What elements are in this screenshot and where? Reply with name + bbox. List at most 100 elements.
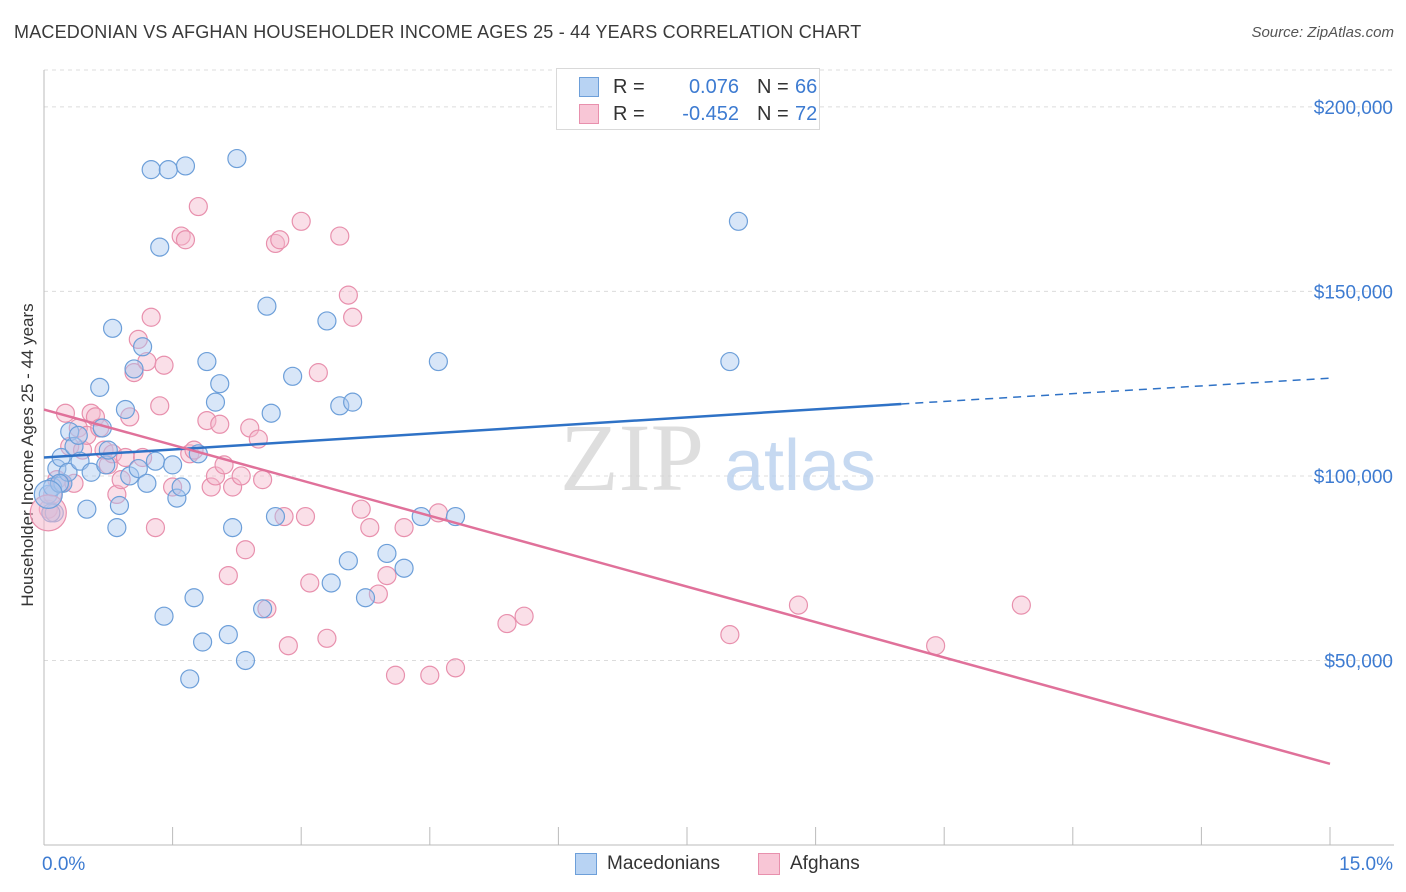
macedonian-point bbox=[377, 543, 397, 564]
y-axis-label: Householder Income Ages 25 - 44 years bbox=[18, 303, 37, 606]
macedonian-point bbox=[158, 160, 178, 180]
legend-r-label: R = bbox=[613, 76, 645, 98]
macedonian-point bbox=[68, 425, 88, 445]
macedonian-point bbox=[167, 488, 187, 508]
macedonian-point bbox=[720, 351, 740, 372]
macedonian-point bbox=[184, 588, 204, 608]
afghan-point bbox=[1011, 595, 1031, 615]
afghan-point bbox=[445, 658, 466, 678]
bottom-legend-label-afghans: Afghans bbox=[790, 853, 860, 874]
afghan-point bbox=[514, 606, 534, 626]
macedonian-point bbox=[102, 318, 123, 338]
macedonian-point bbox=[163, 455, 183, 475]
afghan-point bbox=[300, 573, 320, 593]
macedonian-point bbox=[132, 337, 153, 357]
macedonian-point bbox=[394, 558, 414, 578]
afghan-point bbox=[497, 613, 517, 634]
grid-lines bbox=[44, 69, 1394, 661]
trend-lines bbox=[43, 377, 1331, 766]
macedonian-point bbox=[128, 458, 148, 479]
correlation-legend: R = 0.076 N = 66 R = -0.452 N = 72 bbox=[556, 68, 820, 130]
afghan-point bbox=[175, 230, 196, 250]
bottom-legend-swatch-afghans bbox=[758, 853, 780, 875]
macedonian-point bbox=[107, 518, 127, 538]
macedonian-point bbox=[98, 440, 118, 460]
y-tick-label: $50,000 bbox=[1324, 651, 1393, 672]
macedonian-point bbox=[90, 377, 110, 397]
afghan-point bbox=[394, 518, 414, 538]
macedonian-point bbox=[197, 351, 217, 372]
legend-n-value: 66 bbox=[795, 76, 818, 98]
macedonian-point bbox=[257, 296, 277, 316]
macedonian-point bbox=[411, 506, 431, 527]
afghan-point bbox=[64, 473, 84, 493]
bottom-legend-label-macedonians: Macedonians bbox=[607, 853, 721, 874]
afghan-point bbox=[210, 414, 230, 434]
x-tick-label: 15.0% bbox=[1339, 854, 1393, 875]
afghan-point bbox=[253, 470, 273, 490]
afghan-point bbox=[188, 196, 208, 217]
afghan-point bbox=[308, 363, 328, 383]
afghan-point bbox=[218, 565, 238, 586]
x-tick-label: 0.0% bbox=[42, 854, 85, 875]
macedonian-point bbox=[223, 518, 243, 538]
legend-swatch-afghans bbox=[579, 104, 599, 124]
afghan-point bbox=[201, 477, 221, 497]
afghan-point bbox=[788, 595, 809, 615]
macedonian-point bbox=[355, 588, 376, 608]
macedonian-point bbox=[428, 351, 448, 372]
afghan-point bbox=[343, 307, 363, 327]
y-tick-labels: $50,000 $100,000 $150,000 $200,000 bbox=[1314, 98, 1393, 673]
macedonian-point bbox=[317, 311, 337, 331]
macedonian-point bbox=[253, 599, 273, 619]
chart-title: MACEDONIAN VS AFGHAN HOUSEHOLDER INCOME … bbox=[14, 22, 862, 42]
legend-n-label: N = bbox=[757, 76, 789, 98]
macedonian-point bbox=[180, 669, 200, 689]
macedonian-point bbox=[227, 148, 247, 169]
afghan-point bbox=[291, 211, 311, 231]
macedonian-point bbox=[205, 392, 226, 412]
afghan-point bbox=[132, 447, 153, 468]
macedonian-point bbox=[109, 495, 130, 516]
afghan-point bbox=[278, 636, 298, 656]
afghan-point bbox=[377, 565, 397, 586]
macedonian-point bbox=[193, 632, 213, 652]
y-tick-label: $100,000 bbox=[1314, 467, 1393, 488]
y-axis-label-group: Householder Income Ages 25 - 44 years bbox=[18, 303, 37, 606]
afghan-point bbox=[235, 540, 256, 560]
macedonian-point bbox=[343, 392, 363, 412]
macedonian-point bbox=[141, 160, 161, 180]
afghan-point bbox=[270, 230, 290, 250]
data-points bbox=[29, 148, 1031, 689]
macedonian-point bbox=[265, 506, 286, 527]
macedonian-point bbox=[145, 451, 166, 471]
afghan-trend-line bbox=[43, 408, 1331, 766]
afghan-point bbox=[360, 518, 380, 538]
afghan-point bbox=[420, 665, 440, 685]
macedonian-point bbox=[137, 473, 157, 493]
legend-r-label: R = bbox=[613, 103, 645, 125]
afghan-point bbox=[141, 307, 161, 327]
y-tick-label: $200,000 bbox=[1314, 98, 1393, 119]
macedonian-point bbox=[728, 211, 749, 231]
afghan-point bbox=[330, 226, 350, 246]
legend-r-value: -0.452 bbox=[682, 103, 739, 125]
macedonian-point bbox=[47, 458, 67, 479]
macedonian-point bbox=[171, 477, 191, 497]
macedonian-point bbox=[96, 455, 116, 475]
afghan-point bbox=[154, 355, 174, 375]
macedonian-point bbox=[283, 366, 303, 386]
macedonian-point bbox=[235, 650, 256, 671]
afghan-point bbox=[351, 499, 371, 519]
legend-n-value: 72 bbox=[795, 103, 818, 125]
macedonian-point bbox=[175, 156, 196, 176]
watermark: ZIP atlas bbox=[560, 404, 876, 511]
bottom-legend-swatch-macedonians bbox=[575, 853, 597, 875]
axes bbox=[43, 70, 1394, 846]
afghan-point bbox=[720, 625, 740, 645]
legend-swatch-macedonians bbox=[579, 77, 599, 97]
macedonian-point bbox=[77, 499, 97, 519]
macedonian-point bbox=[330, 396, 350, 416]
y-tick-label: $150,000 bbox=[1314, 282, 1393, 303]
